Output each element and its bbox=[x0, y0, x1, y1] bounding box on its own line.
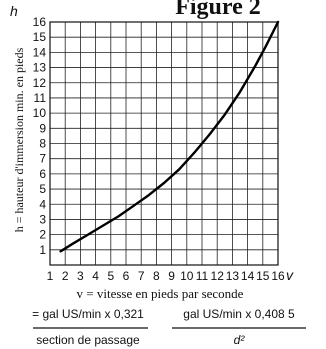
y-tick-label: 4 bbox=[39, 197, 46, 211]
x-axis-title: v = vitesse en pieds par seconde bbox=[77, 286, 244, 301]
y-tick-label: 12 bbox=[33, 76, 47, 90]
y-tick-label: 3 bbox=[39, 212, 46, 226]
y-axis-title: h = hauteur d'immersion min. en pieds bbox=[12, 47, 26, 232]
x-tick-label: 11 bbox=[196, 269, 209, 283]
y-tick-label: 13 bbox=[33, 61, 47, 75]
y-tick-label: 16 bbox=[33, 15, 47, 29]
y-tick-label: 10 bbox=[33, 106, 47, 120]
y-tick-label: 8 bbox=[39, 137, 46, 151]
x-axis-symbol: v bbox=[286, 267, 294, 283]
y-tick-label: 14 bbox=[33, 45, 47, 59]
x-tick-label: 13 bbox=[226, 269, 240, 283]
y-tick-label: 2 bbox=[39, 228, 46, 242]
y-tick-label: 7 bbox=[39, 152, 46, 166]
x-tick-label: 7 bbox=[138, 269, 145, 283]
x-tick-label: 1 bbox=[47, 269, 54, 283]
formula-left-numerator: = gal US/min x 0,321 bbox=[32, 307, 144, 321]
formula-left-denominator: section de passage bbox=[36, 333, 140, 347]
figure-title: Figure 2 bbox=[175, 0, 261, 20]
y-tick-label: 1 bbox=[39, 243, 46, 257]
y-tick-label: 11 bbox=[34, 91, 47, 105]
x-tick-label: 4 bbox=[92, 269, 99, 283]
x-tick-label: 2 bbox=[62, 269, 69, 283]
y-tick-label: 5 bbox=[39, 182, 46, 196]
y-tick-label: 6 bbox=[39, 167, 46, 181]
plot-frame bbox=[49, 21, 279, 266]
chart-grid bbox=[50, 22, 278, 265]
x-tick-label: 9 bbox=[168, 269, 175, 283]
x-tick-label: 6 bbox=[123, 269, 130, 283]
x-tick-label: 15 bbox=[256, 269, 270, 283]
x-tick-label: 16 bbox=[271, 269, 285, 283]
chart-axes bbox=[49, 21, 279, 266]
chart-series bbox=[59, 20, 280, 253]
formula-right-numerator: gal US/min x 0,408 5 bbox=[183, 307, 295, 321]
y-tick-label: 9 bbox=[39, 121, 46, 135]
series-line bbox=[59, 20, 280, 253]
y-axis-symbol: h bbox=[10, 3, 18, 19]
formula-right-denominator: d² bbox=[234, 333, 246, 347]
x-tick-label: 14 bbox=[241, 269, 255, 283]
x-tick-label: 8 bbox=[153, 269, 160, 283]
x-tick-label: 12 bbox=[211, 269, 225, 283]
x-tick-label: 5 bbox=[107, 269, 114, 283]
y-tick-label: 15 bbox=[33, 30, 47, 44]
x-tick-label: 3 bbox=[77, 269, 84, 283]
x-tick-labels: 1 2 3 4 5 6 7 8 9 10 11 12 13 14 15 16 bbox=[47, 269, 285, 283]
x-tick-label: 10 bbox=[180, 269, 194, 283]
